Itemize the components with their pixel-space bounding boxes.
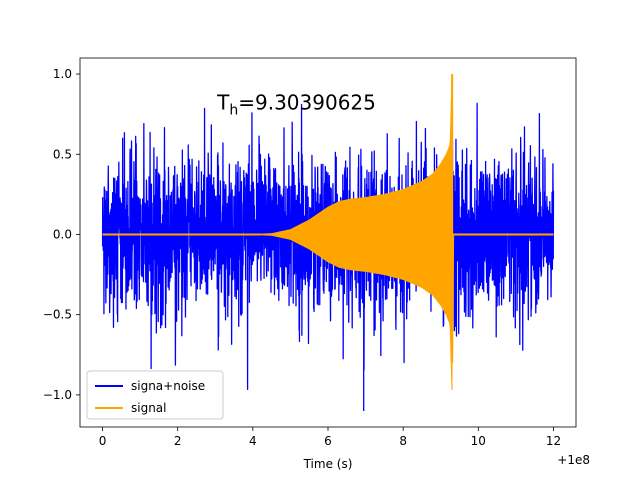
x-tick-label: 0 [99,434,107,448]
legend-label: signal [131,401,167,415]
y-tick-label: 0.0 [53,227,72,241]
y-tick-label: −0.5 [43,308,72,322]
y-tick-label: 0.5 [53,147,72,161]
x-tick-label: 12 [546,434,561,448]
series-signal-line [450,74,554,363]
x-axis-label: Time (s) [303,457,353,471]
plot-data-area [101,74,555,411]
x-tick-label: 4 [249,434,257,448]
y-tick-label: −1.0 [43,388,72,402]
y-tick-label: 1.0 [53,67,72,81]
x-axis-ticks: 0 2 4 6 8 10 12 [99,427,561,448]
annotation-value: =9.30390625 [238,90,376,114]
annotation-base: T [216,90,230,114]
x-tick-label: 2 [174,434,182,448]
x-tick-label: 8 [399,434,407,448]
legend: signa+noise signal [86,370,224,420]
plot-annotation: Th=9.30390625 [216,90,376,118]
annotation-subscript: h [229,102,238,118]
x-tick-label: 6 [324,434,332,448]
x-tick-label: 10 [471,434,486,448]
x-axis-offset-label: +1e8 [557,453,590,467]
y-axis-ticks: −1.0 −0.5 0.0 0.5 1.0 [43,67,80,402]
legend-label: signa+noise [131,379,205,393]
